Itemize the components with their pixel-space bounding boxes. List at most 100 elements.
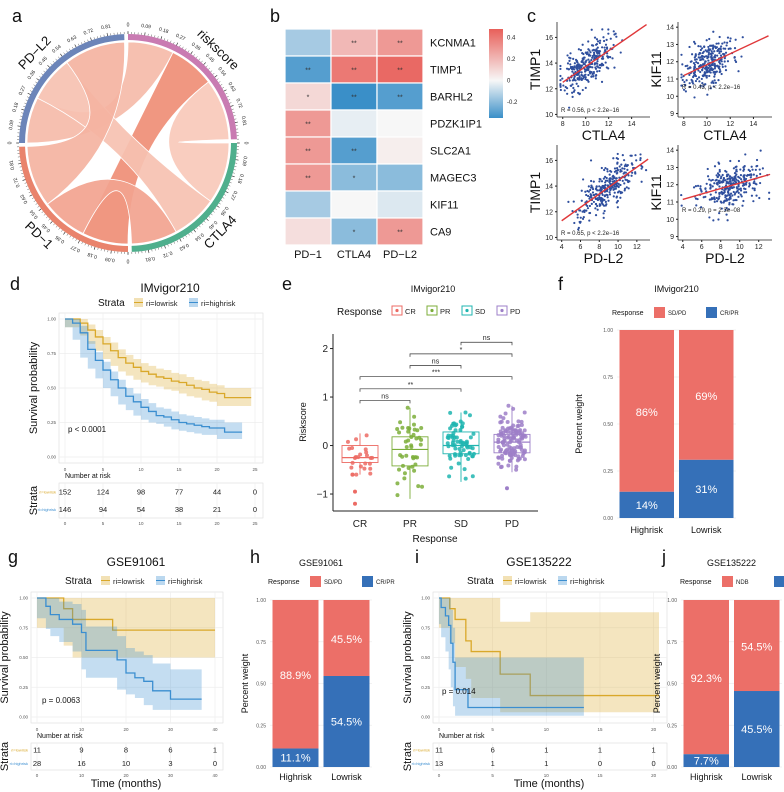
scatter-point [718, 212, 721, 215]
chord-link [26, 41, 125, 205]
minor-tick [205, 65, 208, 68]
row-label: MAGEC3 [430, 173, 476, 185]
scatter-point [616, 206, 619, 209]
scatter-point [607, 28, 610, 31]
tick-label: 0 [126, 258, 129, 264]
scatter-point [704, 83, 707, 86]
scatter-point [602, 36, 605, 39]
scatter-point [605, 47, 609, 50]
minor-tick [167, 244, 169, 247]
data-point [506, 403, 511, 408]
scatter-point [704, 60, 707, 63]
scatter-point [711, 52, 714, 55]
chart-title: GSE91061 [107, 555, 166, 569]
minor-tick [188, 233, 190, 236]
scatter-point [623, 167, 626, 170]
tick-label: 0.18 [12, 102, 21, 113]
panel-label: i [415, 547, 419, 567]
data-point [363, 461, 368, 466]
risk-table-axis-label: Strata [402, 741, 414, 771]
data-point [406, 426, 411, 431]
scatter-point [689, 60, 692, 63]
scatter-point [713, 55, 716, 59]
scatter-point [695, 204, 698, 207]
scatter-point [719, 70, 722, 73]
scatter-point [724, 69, 728, 72]
scatter-point [724, 196, 727, 199]
scatter-point [575, 65, 579, 68]
y-tick-label: 12 [666, 59, 674, 66]
data-point [471, 431, 476, 436]
risk-count: 98 [137, 487, 145, 496]
scatter-point [594, 213, 598, 217]
colorbar-tick-label: 0 [507, 78, 511, 84]
data-point [354, 472, 359, 477]
panel-label: j [661, 547, 666, 567]
scatter-point [624, 171, 627, 174]
scatter-point [567, 68, 571, 71]
minor-tick [55, 225, 58, 228]
x-tick-label: 15 [597, 727, 603, 732]
heatmap-cell [284, 217, 332, 246]
scatter-point [740, 55, 743, 58]
minor-tick [35, 203, 38, 205]
scatter-point [737, 175, 740, 178]
minor-tick [25, 185, 28, 187]
legend-title: Response [337, 307, 382, 318]
data-point [463, 410, 468, 415]
data-point [499, 447, 504, 452]
scatter-point [616, 199, 619, 203]
data-point [418, 442, 423, 447]
scatter-point [615, 196, 618, 199]
risk-table-time: 10 [138, 521, 144, 526]
scatter-point [603, 195, 607, 198]
scatter-point [573, 77, 576, 80]
scatter-point [739, 187, 742, 190]
scatter-point [705, 182, 708, 185]
data-point [406, 429, 411, 434]
scatter-point [621, 167, 624, 170]
scatter-point [711, 47, 715, 50]
scatter-point [571, 95, 574, 98]
scatter-point [619, 196, 622, 199]
scatter-point [725, 197, 728, 201]
minor-tick [27, 188, 30, 190]
risk-table [432, 742, 668, 771]
data-label: 11.1% [280, 753, 311, 765]
scatter-point [714, 191, 717, 194]
minor-tick [230, 105, 233, 107]
tick-label: 0.54 [51, 44, 63, 55]
minor-tick [191, 231, 193, 234]
comparison-bracket [359, 400, 411, 404]
scatter-point [726, 219, 729, 222]
scatter-point [590, 202, 593, 205]
x-tick-label: 8 [561, 121, 565, 128]
x-tick-label: 20 [214, 467, 220, 472]
scatter-point [740, 178, 743, 181]
data-point [522, 450, 527, 455]
scatter-point [680, 204, 683, 207]
scatter-point [732, 190, 735, 194]
scatter-point [719, 177, 722, 180]
scatter-point [684, 83, 687, 87]
scatter-point [699, 187, 702, 190]
data-point [460, 421, 465, 426]
scatter-point [725, 206, 728, 210]
scatter-point [591, 72, 594, 76]
scatter-point [623, 189, 626, 192]
scatter-point [573, 65, 576, 68]
minor-tick [39, 208, 42, 211]
scatter-point [701, 82, 704, 85]
scatter-point [717, 218, 720, 221]
legend-label: PR [440, 307, 451, 316]
scatter-point [559, 85, 562, 88]
data-point [368, 471, 373, 476]
scatter-plot: 4 6 8 10 12 9 10 11 12 13 14 PD-L2 KIF11 R = 0.29, p … [648, 145, 772, 266]
scatter-point [600, 46, 604, 49]
y-tick-label: 11 [667, 77, 674, 84]
scatter-point [704, 187, 707, 190]
scatter-point [713, 67, 716, 70]
scatter-point [623, 187, 627, 190]
confidence-band [37, 598, 202, 710]
scatter-point [716, 54, 719, 57]
